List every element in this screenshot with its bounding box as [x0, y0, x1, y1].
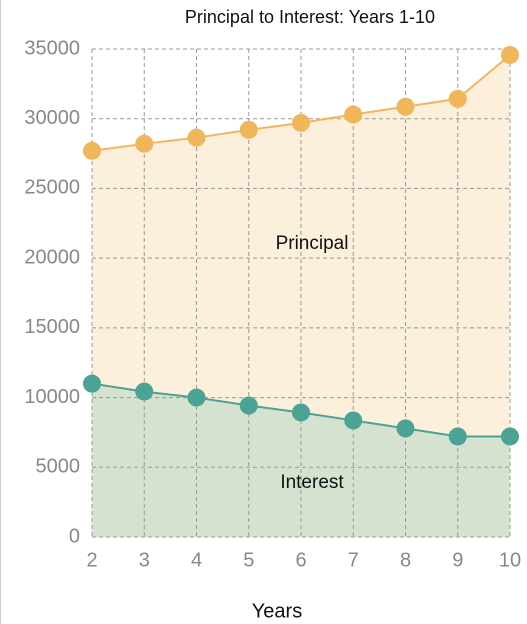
series-label: Principal: [276, 233, 349, 254]
point: [448, 89, 467, 108]
y-tick-label: 10000: [24, 386, 80, 408]
point: [187, 388, 206, 407]
x-tick-label: 10: [499, 549, 521, 571]
point: [292, 113, 310, 132]
x-tick-label: 8: [400, 549, 411, 571]
y-tick-label: 0: [69, 525, 80, 547]
point: [396, 97, 415, 116]
y-tick-label: 35000: [24, 37, 80, 59]
series-label: Interest: [280, 472, 344, 493]
x-tick-label: 3: [139, 549, 150, 571]
y-tick-label: 15000: [24, 316, 80, 338]
point: [239, 120, 258, 139]
y-tick-label: 25000: [24, 177, 80, 199]
x-tick-label: 6: [295, 549, 306, 571]
point: [187, 128, 206, 147]
point: [83, 141, 101, 160]
point: [292, 403, 310, 422]
x-axis-label: Years: [252, 600, 302, 622]
point: [501, 427, 519, 446]
x-tick-label: 5: [243, 549, 254, 571]
y-tick-label: 5000: [36, 456, 81, 478]
x-tick-label: 4: [191, 549, 202, 571]
y-tick-label: 30000: [24, 107, 80, 129]
point: [396, 419, 415, 438]
x-tick-label: 9: [452, 549, 463, 571]
point: [448, 427, 467, 446]
point: [344, 411, 363, 430]
chart-title: Principal to Interest: Years 1-10: [185, 7, 435, 27]
point: [135, 134, 154, 153]
point: [501, 45, 519, 64]
point: [135, 382, 154, 401]
point: [83, 374, 101, 393]
x-tick-label: 7: [348, 549, 359, 571]
point: [239, 396, 258, 415]
x-tick-label: 2: [86, 549, 97, 571]
y-tick-label: 20000: [24, 246, 80, 268]
point: [344, 105, 363, 124]
